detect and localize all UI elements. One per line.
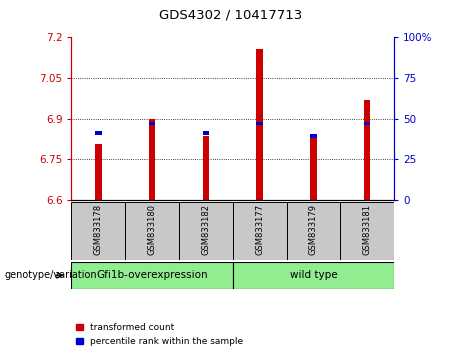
Bar [179, 202, 233, 260]
Text: GSM833177: GSM833177 [255, 204, 264, 255]
Bar [95, 131, 101, 135]
Bar [71, 202, 125, 260]
Bar [310, 136, 317, 200]
Text: GSM833182: GSM833182 [201, 204, 210, 255]
Bar [256, 121, 263, 125]
Bar [71, 262, 233, 289]
Text: GSM833178: GSM833178 [94, 204, 103, 255]
Bar [233, 202, 287, 260]
Bar [364, 99, 371, 200]
Bar [287, 202, 340, 260]
Bar [364, 121, 371, 125]
Bar [310, 134, 317, 138]
Bar [203, 131, 209, 135]
Bar [256, 50, 263, 200]
Bar [340, 202, 394, 260]
Bar [203, 136, 209, 200]
Text: wild type: wild type [290, 270, 337, 280]
Bar [125, 202, 179, 260]
Bar [233, 262, 394, 289]
Text: GSM833179: GSM833179 [309, 204, 318, 255]
Text: GSM833180: GSM833180 [148, 204, 157, 255]
Text: GDS4302 / 10417713: GDS4302 / 10417713 [159, 9, 302, 22]
Bar [95, 144, 101, 200]
Text: genotype/variation: genotype/variation [5, 270, 97, 280]
Bar [149, 121, 155, 125]
Legend: transformed count, percentile rank within the sample: transformed count, percentile rank withi… [76, 324, 243, 346]
Bar [149, 119, 155, 200]
Text: GSM833181: GSM833181 [363, 204, 372, 255]
Text: Gfi1b-overexpression: Gfi1b-overexpression [96, 270, 208, 280]
